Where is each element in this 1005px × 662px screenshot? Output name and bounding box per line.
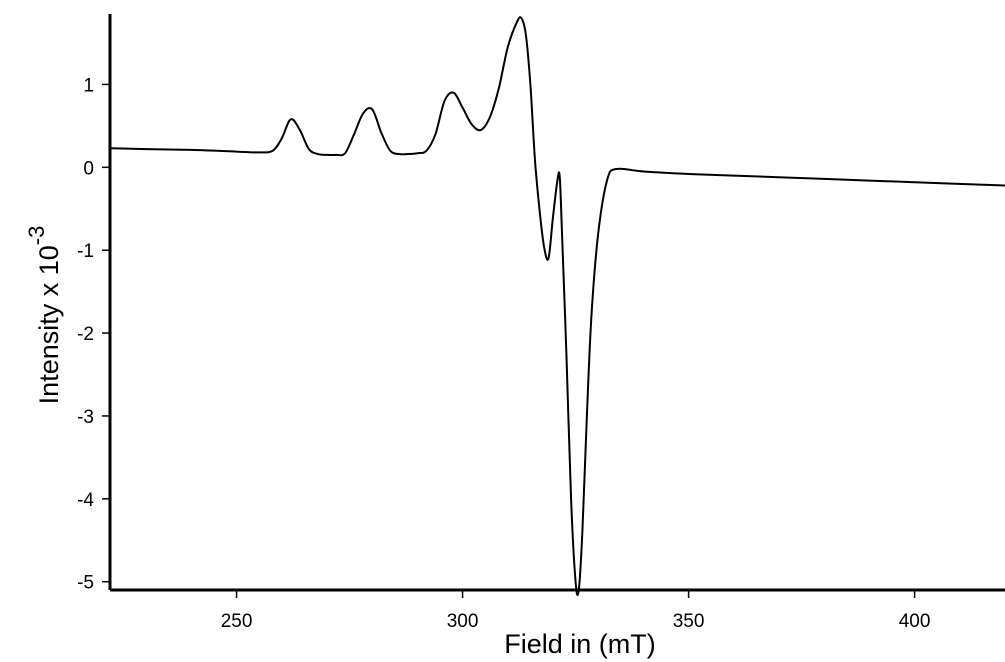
y-tick-label: 0 (83, 158, 94, 179)
series-line (109, 16, 1005, 597)
y-tick-label: -1 (77, 241, 94, 262)
y-tick-label: -5 (77, 573, 94, 594)
x-tick-label: 400 (899, 611, 931, 632)
x-tick-label: 250 (221, 611, 253, 632)
y-tick-label: 1 (83, 75, 94, 96)
x-axis-ticks: 250 300 350 400 (221, 590, 931, 632)
x-axis-title: Field in (mT) (504, 629, 656, 659)
y-axis-title: Intensity x 10-3 (24, 226, 64, 405)
y-tick-label: -3 (77, 407, 94, 428)
y-tick-label: -2 (77, 324, 94, 345)
x-tick-label: 350 (673, 611, 705, 632)
x-tick-label: 300 (447, 611, 479, 632)
y-axis-title-exponent: -3 (24, 226, 49, 246)
y-tick-label: -4 (77, 490, 94, 511)
y-axis-title-text: Intensity x 10 (34, 245, 64, 404)
y-axis-ticks: 1 0 -1 -2 -3 -4 -5 (77, 75, 110, 594)
